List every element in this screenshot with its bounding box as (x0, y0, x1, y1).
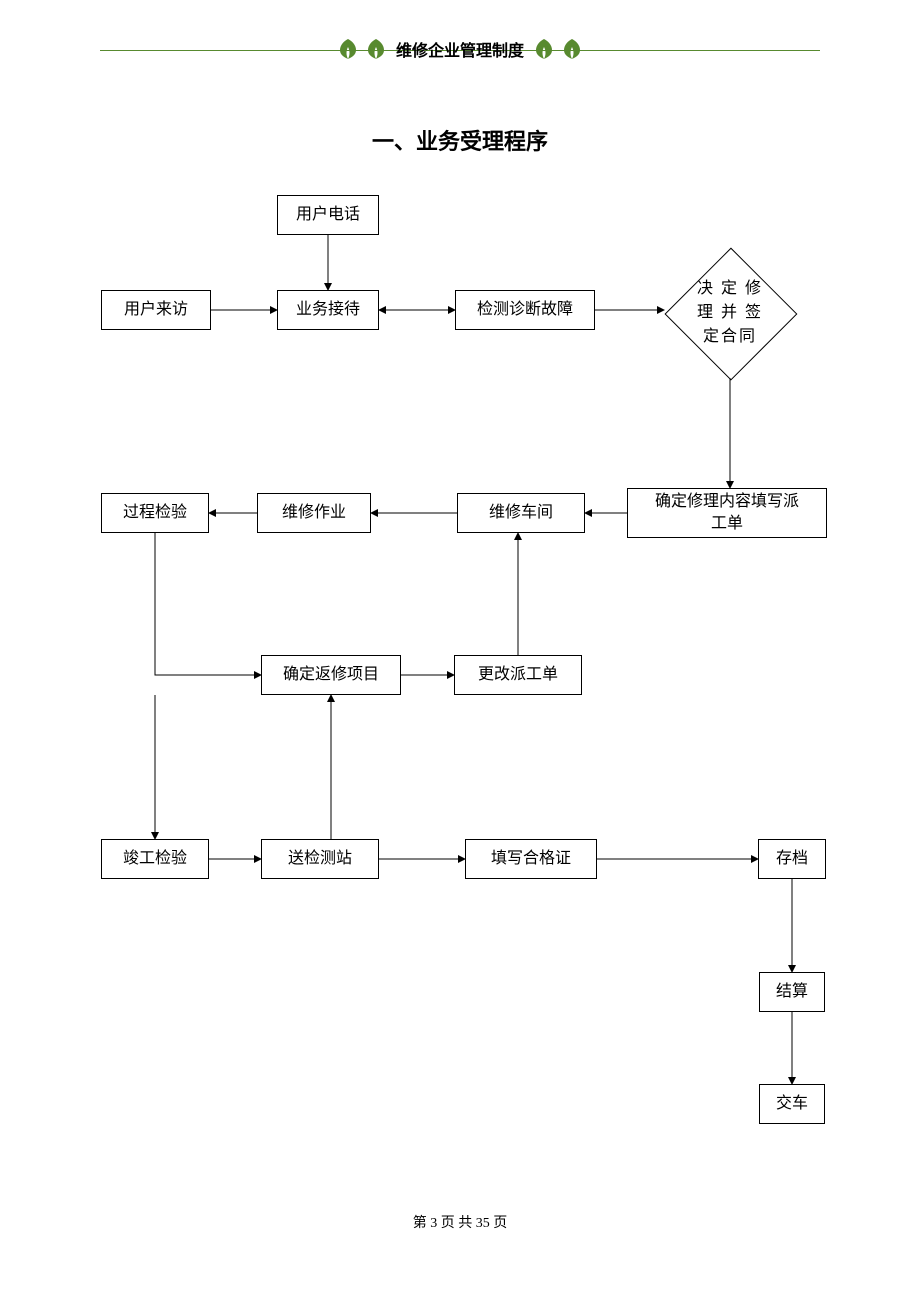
flow-node: 维修作业 (257, 493, 371, 533)
flow-node: 交车 (759, 1084, 825, 1124)
leaf-icon (336, 37, 360, 61)
page-footer: 第 3 页 共 35 页 (0, 1212, 920, 1232)
flow-node: 过程检验 (101, 493, 209, 533)
flow-node: 检测诊断故障 (455, 290, 595, 330)
flow-node: 结算 (759, 972, 825, 1012)
page-header: 维修企业管理制度 (0, 50, 920, 51)
flow-decision: 决 定 修 理 并 签 定合同 (665, 248, 795, 378)
flow-node: 维修车间 (457, 493, 585, 533)
leaf-icon (532, 37, 556, 61)
flow-node: 用户电话 (277, 195, 379, 235)
leaf-icon (364, 37, 388, 61)
flow-node: 竣工检验 (101, 839, 209, 879)
flow-node: 用户来访 (101, 290, 211, 330)
flow-node: 存档 (758, 839, 826, 879)
header-title: 维修企业管理制度 (392, 37, 528, 61)
flow-node: 填写合格证 (465, 839, 597, 879)
leaf-icon (560, 37, 584, 61)
flow-node: 更改派工单 (454, 655, 582, 695)
header-rule: 维修企业管理制度 (100, 50, 820, 51)
flow-node: 确定返修项目 (261, 655, 401, 695)
page-title: 一、业务受理程序 (0, 124, 920, 156)
flow-node: 业务接待 (277, 290, 379, 330)
header-content: 维修企业管理制度 (100, 37, 820, 61)
flow-node: 确定修理内容填写派 工单 (627, 488, 827, 538)
flow-node-label: 决 定 修 理 并 签 定合同 (665, 248, 795, 378)
flow-node: 送检测站 (261, 839, 379, 879)
